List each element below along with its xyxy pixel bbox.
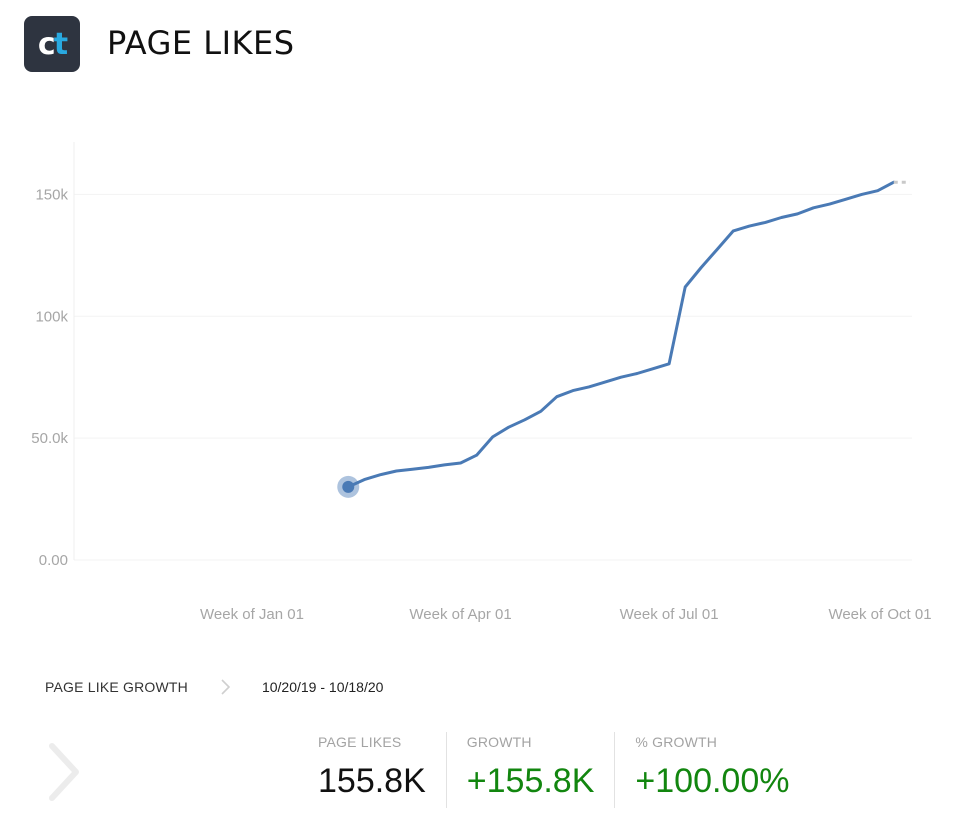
stat-growth: GROWTH +155.8K [445, 732, 615, 808]
stats-panel: PAGE LIKES 155.8K GROWTH +155.8K % GROWT… [298, 732, 809, 808]
y-tick-label: 0.00 [39, 552, 68, 569]
stat-value: +155.8K [466, 762, 595, 800]
y-tick-label: 150k [35, 186, 68, 203]
grid-layer [74, 193, 912, 561]
date-range[interactable]: 10/20/19 - 10/18/20 [261, 679, 384, 695]
page-title: PAGE LIKES [107, 24, 295, 62]
x-tick-label: Week of Oct 01 [828, 606, 931, 623]
axis-layer: 0.00 50.0k 100k 150k Week of Jan 01 Week of A… [31, 142, 932, 623]
logo-letter-c: c [37, 26, 56, 62]
y-tick-label: 50.0k [31, 430, 68, 447]
stat-value: 155.8K [318, 762, 426, 800]
logo-letter-t: t [53, 26, 68, 62]
growth-header: PAGE LIKE GROWTH 10/20/19 - 10/18/20 [45, 677, 383, 697]
expand-chevron-icon[interactable] [44, 742, 84, 802]
y-tick-label: 100k [35, 308, 68, 325]
series-line [346, 180, 896, 489]
page-likes-chart: 0.00 50.0k 100k 150k Week of Jan 01 Week of A… [0, 130, 974, 640]
stat-label: GROWTH [466, 734, 532, 750]
stat-value: +100.00% [635, 762, 790, 800]
x-tick-label: Week of Apr 01 [409, 606, 511, 623]
stat-label: PAGE LIKES [318, 734, 402, 750]
stat-page-likes: PAGE LIKES 155.8K [298, 732, 446, 808]
growth-label: PAGE LIKE GROWTH [45, 679, 188, 695]
chevron-right-icon[interactable] [218, 677, 234, 697]
stat-label: % GROWTH [635, 734, 718, 750]
stat-percent-growth: % GROWTH +100.00% [614, 732, 809, 808]
highlight-point [342, 480, 355, 493]
chart-svg: 0.00 50.0k 100k 150k Week of Jan 01 Week of A… [31, 142, 932, 623]
x-tick-label: Week of Jul 01 [620, 606, 719, 623]
x-tick-label: Week of Jan 01 [200, 606, 304, 623]
series-layer [337, 180, 910, 498]
